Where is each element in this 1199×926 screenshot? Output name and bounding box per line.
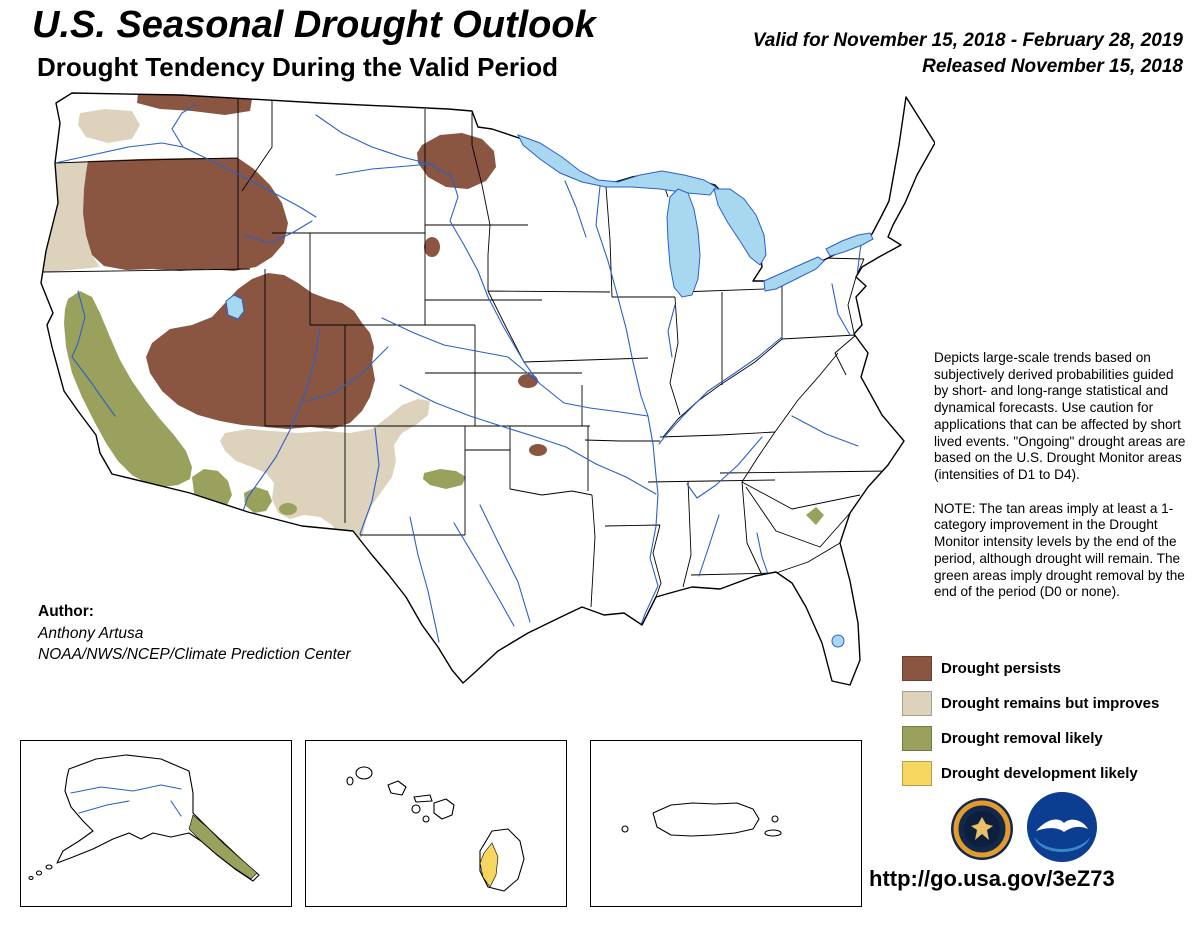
great-salt-lake <box>225 294 245 320</box>
puerto-rico-landmass <box>652 802 760 837</box>
molokai-island <box>413 794 433 803</box>
aleutian-islands <box>28 864 53 881</box>
oahu-island <box>387 780 407 796</box>
author-name: Anthony Artusa <box>38 624 144 642</box>
legend-item-drought-persists: Drought persists <box>902 656 1159 681</box>
persists-area-north-dakota <box>417 133 496 189</box>
rivers <box>54 104 866 643</box>
aleutian-island <box>28 875 34 881</box>
commerce-seal-logo <box>951 798 1013 860</box>
page-title: U.S. Seasonal Drought Outlook <box>32 4 596 46</box>
kauai-island <box>355 766 373 780</box>
lake-superior <box>516 134 717 196</box>
author-label: Author: <box>38 603 94 620</box>
culebra-island <box>771 815 779 823</box>
legend-label-persists: Drought persists <box>941 660 1062 677</box>
valid-period-text: Valid for November 15, 2018 - February 2… <box>752 30 1183 51</box>
lakes <box>225 134 874 648</box>
legend-item-drought-improves: Drought remains but improves <box>902 691 1159 716</box>
commerce-eagle-emblem <box>971 817 993 840</box>
alaska-rivers <box>70 784 182 817</box>
persists-area-missouri <box>518 374 538 388</box>
author-organization: NOAA/NWS/NCEP/Climate Prediction Center <box>38 646 351 664</box>
lanai-island <box>411 804 421 814</box>
kahoolawe-island <box>422 815 430 823</box>
noaa-logo-lower-swoosh <box>1034 837 1090 852</box>
aleutian-island <box>35 870 43 876</box>
mona-island <box>621 825 629 833</box>
noaa-logo <box>1027 792 1097 862</box>
hawaii-inset <box>305 740 567 907</box>
short-url-text: http://go.usa.gov/3eZ73 <box>869 866 1115 891</box>
alaska-map <box>28 754 260 882</box>
alaska-landmass <box>56 754 260 882</box>
lake-michigan <box>666 188 701 298</box>
legend-item-drought-development: Drought development likely <box>902 761 1159 786</box>
removal-area-panhandle <box>423 469 466 489</box>
persists-area-texas <box>529 444 547 456</box>
noaa-gull-icon <box>1036 819 1088 832</box>
description-paragraph-2: NOTE: The tan areas imply at least a 1-c… <box>934 500 1185 600</box>
lake-okeechobee <box>831 634 845 648</box>
legend-label-removal: Drought removal likely <box>941 730 1103 747</box>
validity-block: Valid for November 15, 2018 - February 2… <box>753 28 1183 79</box>
released-date-text: Released November 15, 2018 <box>922 55 1183 77</box>
maui-island <box>433 798 455 820</box>
legend-item-drought-removal: Drought removal likely <box>902 726 1159 751</box>
alaska-removal-area-panhandle <box>188 814 258 880</box>
map-description: Depicts large-scale trends based on subj… <box>934 350 1188 618</box>
removal-area-arizona-2 <box>279 503 297 515</box>
persists-area-north-border <box>137 93 252 115</box>
removal-area-georgia <box>806 507 824 525</box>
page-subtitle: Drought Tendency During the Valid Period <box>37 52 559 82</box>
alaska-inset <box>20 740 292 907</box>
legend: Drought persists Drought remains but imp… <box>902 656 1159 796</box>
improves-area-washington <box>78 109 140 143</box>
legend-label-improves: Drought remains but improves <box>941 695 1160 712</box>
legend-swatch-development <box>902 761 932 786</box>
vieques-island <box>764 829 782 837</box>
niihau-island <box>346 776 354 786</box>
lake-huron <box>713 188 767 266</box>
removal-area-california <box>64 291 192 487</box>
persists-area-utah-colorado <box>146 273 375 429</box>
hawaii-map <box>346 766 525 892</box>
conus-map <box>40 92 935 686</box>
persists-area-oregon-idaho <box>83 158 288 271</box>
hawaii-development-area <box>479 842 499 888</box>
puerto-rico-inset <box>590 740 862 907</box>
description-paragraph-1: Depicts large-scale trends based on subj… <box>934 350 1186 483</box>
legend-swatch-removal <box>902 726 932 751</box>
improves-area-four-corners <box>220 399 430 543</box>
author-block: Author: Anthony Artusa NOAA/NWS/NCEP/Cli… <box>38 601 351 666</box>
legend-swatch-improves <box>902 691 932 716</box>
persists-area-south-dakota <box>424 237 440 257</box>
legend-label-development: Drought development likely <box>941 765 1138 782</box>
lake-erie <box>763 256 825 292</box>
lake-ontario <box>825 232 874 257</box>
aleutian-island <box>45 864 53 870</box>
puerto-rico-map <box>621 802 782 837</box>
drought-areas-removal-likely <box>64 291 824 525</box>
legend-swatch-persists <box>902 656 932 681</box>
